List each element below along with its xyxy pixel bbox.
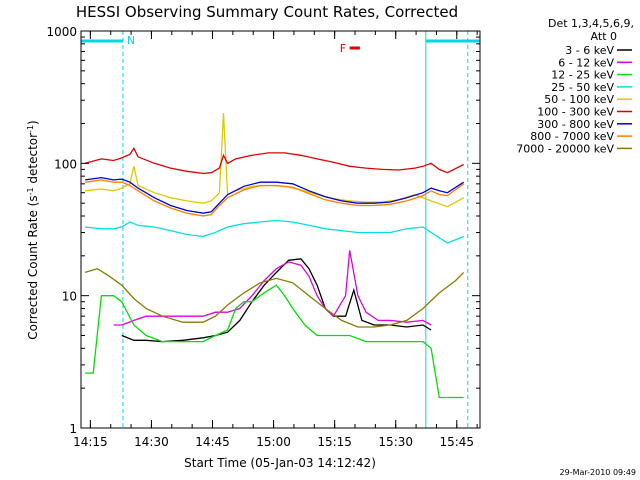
series-line-7 [85, 179, 465, 217]
x-tick-label-4: 15:15 [317, 435, 352, 449]
x-tick-label-0: 14:15 [73, 435, 108, 449]
night-intervals: NF [81, 31, 480, 428]
axis-ticks: 14:15 14:30 14:45 15:00 15:15 15:30 15:45 1 10 10… [46, 25, 480, 449]
x-tick-label-5: 15:30 [378, 435, 413, 449]
series-line-8 [84, 267, 465, 328]
night-label: N [127, 34, 135, 47]
legend-header-line1: Det 1,3,4,5,6,9, [548, 17, 634, 30]
legend-label-2: 12 - 25 keV [551, 69, 614, 82]
flare-label: F [340, 42, 346, 55]
y-tick-label-0: 1 [69, 422, 77, 436]
x-tick-label-1: 14:30 [134, 435, 169, 449]
legend-label-7: 800 - 7000 keV [530, 130, 614, 143]
plot-frame [80, 30, 481, 429]
x-tick-label-6: 15:45 [439, 435, 474, 449]
chart-title: HESSI Observing Summary Count Rates, Cor… [76, 3, 458, 21]
series-line-1 [113, 250, 432, 326]
series-line-0 [121, 258, 432, 343]
x-tick-label-2: 14:45 [195, 435, 230, 449]
legend-label-8: 7000 - 20000 keV [516, 142, 614, 155]
legend-label-4: 50 - 100 keV [544, 93, 614, 106]
legend-label-3: 25 - 50 keV [551, 81, 614, 94]
series-line-5 [84, 146, 464, 175]
y-axis-label: Corrected Count Rate (s-1 detector-1) [26, 120, 41, 339]
x-tick-label-3: 15:00 [256, 435, 291, 449]
y-tick-label-2: 100 [54, 157, 77, 171]
series-line-2 [85, 284, 464, 399]
series-layer [84, 112, 465, 399]
timestamp: 29-Mar-2010 09:49 [560, 468, 637, 477]
y-tick-label-1: 10 [62, 290, 77, 304]
legend-label-0: 3 - 6 keV [565, 44, 614, 57]
legend-header-line2: Att 0 [591, 30, 617, 43]
legend-label-6: 300 - 800 keV [537, 118, 614, 131]
series-line-3 [85, 219, 464, 244]
x-axis-label: Start Time (05-Jan-03 14:12:42) [184, 456, 376, 470]
series-line-6 [85, 176, 465, 214]
y-tick-label-3: 1000 [46, 25, 77, 39]
legend-label-5: 100 - 300 keV [537, 106, 614, 119]
legend-label-1: 6 - 12 keV [558, 56, 614, 69]
